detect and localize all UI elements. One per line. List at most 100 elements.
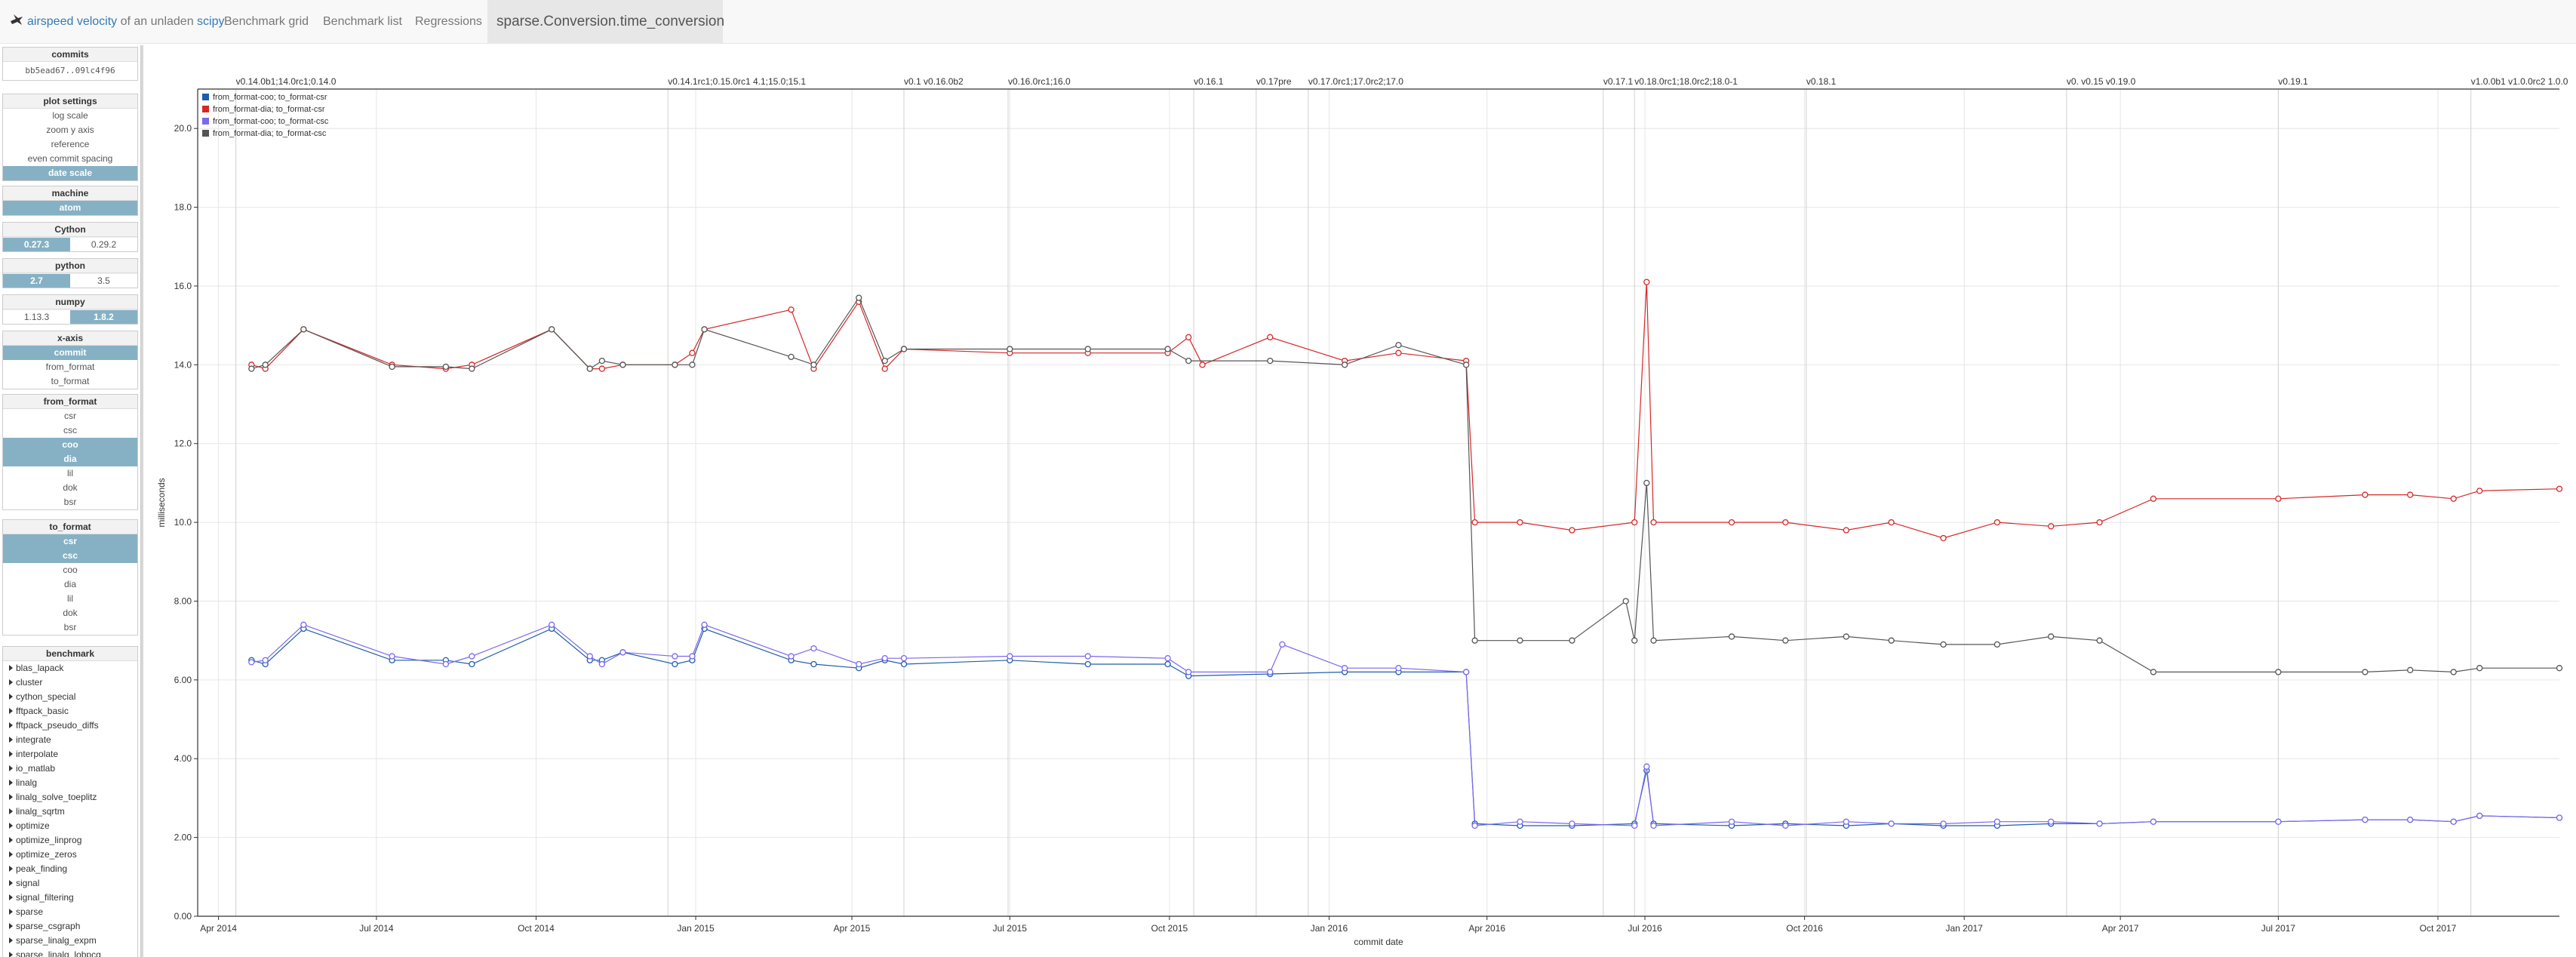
data-point — [469, 365, 475, 372]
benchmark-group-label: io_matlab — [16, 763, 56, 774]
benchmark-group-integrate[interactable]: integrate — [3, 733, 137, 747]
data-point — [1888, 820, 1895, 827]
numpy-option-a[interactable]: 1.13.3 — [3, 309, 70, 324]
timing-chart[interactable]: v0.14.0b1;14.0rc1;0.14.0 v0.14.1rc1;0.15.… — [151, 51, 2573, 954]
data-point — [389, 363, 395, 371]
expand-triangle-icon — [9, 722, 13, 728]
legend-swatch — [202, 94, 209, 100]
benchmark-group-blas-lapack[interactable]: blas_lapack — [3, 661, 137, 675]
from-format-csc[interactable]: csc — [63, 425, 77, 435]
to-format-dok[interactable]: dok — [63, 608, 78, 618]
nav-benchmark-list[interactable]: Benchmark list — [323, 15, 402, 28]
to-format-coo[interactable]: coo — [63, 565, 78, 575]
benchmark-group-cython-special[interactable]: cython_special — [3, 690, 137, 704]
benchmark-group-cluster[interactable]: cluster — [3, 675, 137, 690]
data-point — [442, 363, 450, 371]
python-option-b[interactable]: 3.5 — [70, 273, 137, 288]
python-option-a[interactable]: 2.7 — [3, 273, 70, 288]
opt-log-scale[interactable]: log scale — [52, 110, 88, 121]
x-axis-from-format[interactable]: from_format — [45, 362, 95, 372]
to-format-title: to_format — [3, 520, 137, 534]
benchmark-group-linalg-solve-toeplitz[interactable]: linalg_solve_toeplitz — [3, 790, 137, 805]
to-format-csr[interactable]: csr — [3, 534, 137, 549]
data-point — [810, 645, 817, 652]
from-format-csr[interactable]: csr — [64, 411, 76, 421]
benchmark-group-fftpack-basic[interactable]: fftpack_basic — [3, 704, 137, 719]
benchmark-group-fftpack-pseudo-diffs[interactable]: fftpack_pseudo_diffs — [3, 719, 137, 733]
from-format-bsr[interactable]: bsr — [63, 497, 77, 507]
brand-asv-link[interactable]: airspeed velocity — [27, 15, 118, 28]
benchmark-group-peak-finding[interactable]: peak_finding — [3, 862, 137, 876]
data-point — [1279, 641, 1286, 648]
data-point — [619, 649, 626, 656]
expand-triangle-icon — [9, 894, 13, 900]
expand-triangle-icon — [9, 679, 13, 685]
nav-active-benchmark[interactable]: sparse.Conversion.time_conversion — [487, 0, 724, 43]
data-point — [1650, 822, 1657, 829]
cython-option-a[interactable]: 0.27.3 — [3, 237, 70, 251]
to-format-csc[interactable]: csc — [3, 549, 137, 563]
from-format-lil[interactable]: lil — [67, 468, 73, 478]
benchmark-group-linalg-sqrtm[interactable]: linalg_sqrtm — [3, 805, 137, 819]
machine-atom[interactable]: atom — [3, 201, 137, 215]
cython-option-b[interactable]: 0.29.2 — [70, 237, 137, 251]
from-format-dia[interactable]: dia — [3, 452, 137, 466]
from-format-dok[interactable]: dok — [63, 482, 78, 493]
data-point — [788, 306, 795, 313]
data-point — [1164, 655, 1171, 662]
benchmark-group-io-matlab[interactable]: io_matlab — [3, 762, 137, 776]
data-point — [1084, 653, 1091, 660]
data-point — [1643, 278, 1650, 285]
benchmark-group-linalg[interactable]: linalg — [3, 776, 137, 790]
brand[interactable]: airspeed velocity of an unladen scipy — [9, 13, 225, 29]
nav-benchmark-grid[interactable]: Benchmark grid — [224, 15, 309, 28]
data-point — [1517, 637, 1523, 644]
data-point — [469, 653, 475, 660]
release-tag-label: v0.16.1 — [1194, 76, 1224, 87]
sidebar-scrollbar[interactable] — [140, 45, 143, 957]
data-point — [1843, 633, 1849, 640]
x-axis-commit[interactable]: commit — [3, 346, 137, 360]
data-point — [1395, 349, 1402, 356]
opt-date-scale[interactable]: date scale — [3, 166, 137, 180]
benchmark-group-sparse-linalg-expm[interactable]: sparse_linalg_expm — [3, 934, 137, 948]
release-tag-label: v0.17.1 — [1603, 76, 1634, 87]
commit-range[interactable]: bb5ead67..09lc4f96 — [25, 66, 115, 75]
benchmark-group-sparse-csgraph[interactable]: sparse_csgraph — [3, 919, 137, 934]
benchmark-group-interpolate[interactable]: interpolate — [3, 747, 137, 762]
benchmark-group-sparse[interactable]: sparse — [3, 905, 137, 919]
commits-panel: commits bb5ead67..09lc4f96 — [2, 47, 138, 81]
expand-triangle-icon — [9, 823, 13, 829]
benchmark-group-optimize-linprog[interactable]: optimize_linprog — [3, 833, 137, 848]
x-axis-to-format[interactable]: to_format — [51, 376, 90, 386]
opt-reference[interactable]: reference — [51, 139, 90, 149]
x-tick-label: Oct 2015 — [1151, 923, 1188, 934]
benchmark-group-sparse-linalg-lobpcg[interactable]: sparse_linalg_lobpcg — [3, 948, 137, 957]
benchmark-group-optimize[interactable]: optimize — [3, 819, 137, 833]
data-point — [1471, 822, 1478, 829]
nav-regressions[interactable]: Regressions — [415, 15, 482, 28]
data-point — [1395, 665, 1402, 672]
data-point — [2275, 818, 2282, 825]
to-format-dia[interactable]: dia — [63, 579, 76, 589]
x-tick-label: Oct 2017 — [2420, 923, 2457, 934]
y-tick-label: 16.0 — [174, 281, 192, 291]
benchmark-group-signal[interactable]: signal — [3, 876, 137, 891]
from-format-coo[interactable]: coo — [3, 438, 137, 452]
data-point — [1993, 641, 2001, 648]
benchmark-group-label: cluster — [16, 677, 43, 688]
opt-zoom-y-axis[interactable]: zoom y axis — [46, 125, 94, 135]
release-tag-label: v0.19.1 — [2278, 76, 2308, 87]
axes: 0.00 2.00 4.00 6.00 8.00 10.0 12.0 14.0 16.0 18.0… — [156, 88, 2559, 947]
benchmark-group-optimize-zeros[interactable]: optimize_zeros — [3, 848, 137, 862]
numpy-option-b[interactable]: 1.8.2 — [70, 309, 137, 324]
data-point — [2362, 816, 2369, 823]
data-point — [1569, 527, 1575, 534]
benchmark-group-signal-filtering[interactable]: signal_filtering — [3, 891, 137, 905]
opt-even-commit-spacing[interactable]: even commit spacing — [27, 153, 113, 164]
release-tag-label: v0.18.0rc1;18.0rc2;18.0-1 — [1634, 76, 1738, 87]
to-format-bsr[interactable]: bsr — [63, 622, 77, 632]
brand-project-link[interactable]: scipy — [197, 15, 225, 28]
to-format-lil[interactable]: lil — [67, 593, 73, 604]
data-point — [1164, 660, 1171, 668]
